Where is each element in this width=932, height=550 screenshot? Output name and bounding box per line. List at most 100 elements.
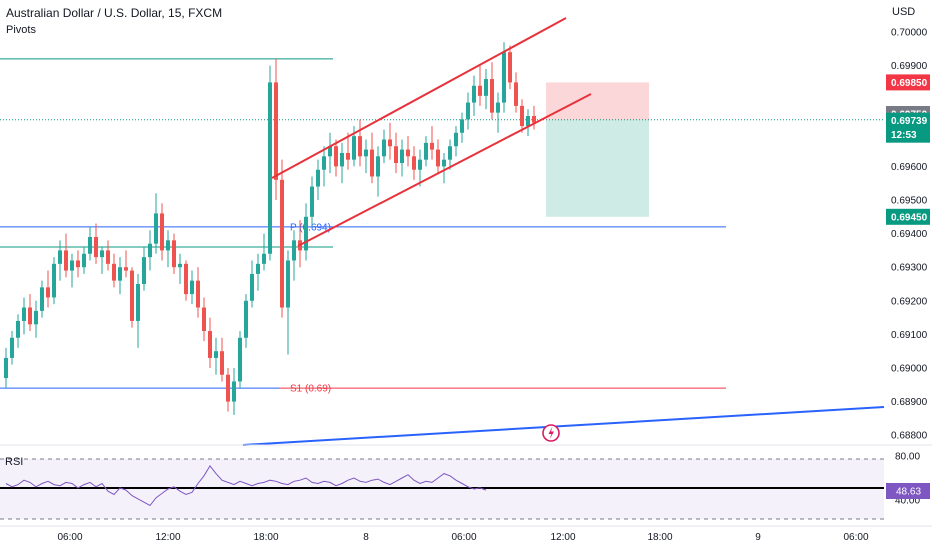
candle-body-3 bbox=[22, 307, 26, 321]
candle-body-25 bbox=[154, 213, 158, 244]
candle-body-76 bbox=[460, 119, 464, 133]
candle-body-18 bbox=[112, 263, 116, 281]
candle-body-28 bbox=[172, 240, 176, 268]
lightning-event-icon[interactable] bbox=[542, 424, 560, 442]
candle-body-23 bbox=[142, 257, 146, 284]
time-tick-0: 06:00 bbox=[57, 532, 82, 543]
price-tick-1: 0.69900 bbox=[891, 61, 928, 72]
candle-body-12 bbox=[76, 260, 80, 268]
candle-body-57 bbox=[346, 152, 350, 160]
rsi-label[interactable]: RSI bbox=[5, 456, 24, 468]
candle-body-40 bbox=[244, 300, 248, 338]
rsi-tick-1: 40.00 bbox=[895, 496, 920, 507]
candle-body-88 bbox=[532, 116, 536, 123]
price-tick-4: 0.69400 bbox=[891, 229, 928, 240]
candle-body-6 bbox=[40, 287, 44, 311]
drawn-trendlines[interactable] bbox=[242, 17, 885, 446]
time-tick-3: 8 bbox=[363, 532, 369, 543]
time-tick-4: 06:00 bbox=[451, 532, 476, 543]
candle-body-0 bbox=[4, 357, 8, 379]
candle-body-24 bbox=[148, 243, 152, 258]
rsi-value-badge[interactable] bbox=[886, 483, 930, 499]
long-short-position-box[interactable] bbox=[546, 82, 649, 217]
time-tick-2: 18:00 bbox=[253, 532, 278, 543]
rsi-pane bbox=[0, 444, 932, 520]
rsi-line bbox=[5, 465, 487, 507]
candle-body-10 bbox=[64, 250, 68, 271]
channel-lower[interactable] bbox=[297, 93, 592, 247]
price-badge-4[interactable] bbox=[886, 208, 930, 225]
candle-body-5 bbox=[34, 310, 38, 325]
candle-body-55 bbox=[334, 146, 338, 167]
time-tick-6: 18:00 bbox=[647, 532, 672, 543]
candle-body-42 bbox=[256, 263, 260, 274]
candle-body-79 bbox=[478, 85, 482, 96]
candle-body-39 bbox=[238, 337, 242, 382]
price-badge-text-4: 0.69450 bbox=[891, 212, 928, 223]
candle-body-74 bbox=[448, 146, 452, 160]
candle-body-15 bbox=[94, 236, 98, 258]
candle-body-37 bbox=[226, 374, 230, 402]
candle-body-84 bbox=[508, 52, 512, 83]
candle-body-32 bbox=[196, 280, 200, 308]
candle-body-65 bbox=[394, 146, 398, 164]
candle-body-58 bbox=[352, 136, 356, 160]
candle-body-13 bbox=[82, 253, 86, 268]
candle-body-54 bbox=[328, 146, 332, 157]
price-scale[interactable]: 0.70000 0.69900 0.69600 0.69500 0.69400 0.693… bbox=[886, 28, 930, 507]
indicator-label-pivots[interactable]: Pivots bbox=[6, 24, 36, 36]
candle-body-33 bbox=[202, 307, 206, 332]
candle-body-71 bbox=[430, 142, 434, 150]
take-profit-zone[interactable] bbox=[546, 119, 649, 217]
stop-loss-zone[interactable] bbox=[546, 82, 649, 120]
candle-series bbox=[4, 42, 536, 416]
candle-body-7 bbox=[46, 287, 50, 298]
candle-body-29 bbox=[178, 263, 182, 268]
candle-body-68 bbox=[412, 156, 416, 170]
channel-upper[interactable] bbox=[271, 17, 567, 179]
time-scale[interactable]: 06:00 12:00 18:00 8 06:00 12:00 18:00 9 06:00 bbox=[0, 525, 932, 543]
trendline[interactable] bbox=[242, 406, 885, 446]
price-badge-2[interactable] bbox=[886, 112, 930, 129]
candle-body-83 bbox=[502, 52, 506, 103]
price-tick-6: 0.69200 bbox=[891, 296, 928, 307]
candle-body-85 bbox=[514, 82, 518, 106]
candle-body-47 bbox=[286, 260, 290, 308]
price-tick-2: 0.69600 bbox=[891, 162, 928, 173]
candle-body-56 bbox=[340, 152, 344, 167]
candle-body-87 bbox=[526, 116, 530, 127]
candle-body-53 bbox=[322, 156, 326, 170]
level-lines bbox=[0, 58, 884, 248]
candle-body-43 bbox=[262, 253, 266, 264]
candle-body-82 bbox=[496, 102, 500, 113]
candle-body-60 bbox=[364, 149, 368, 157]
candle-body-14 bbox=[88, 236, 92, 254]
candle-body-52 bbox=[316, 169, 320, 187]
symbol-title[interactable]: Australian Dollar / U.S. Dollar, 15, FXC… bbox=[6, 6, 223, 20]
candle-body-75 bbox=[454, 132, 458, 147]
candle-body-41 bbox=[250, 273, 254, 301]
candle-body-50 bbox=[304, 216, 308, 251]
price-badge-3[interactable] bbox=[886, 126, 930, 143]
candle-body-61 bbox=[370, 149, 374, 177]
price-tick-3: 0.69500 bbox=[891, 196, 928, 207]
candle-body-21 bbox=[130, 270, 134, 321]
candle-body-48 bbox=[292, 240, 296, 261]
candle-body-19 bbox=[118, 267, 122, 281]
candle-body-80 bbox=[484, 79, 488, 96]
candle-body-69 bbox=[418, 159, 422, 170]
time-tick-7: 9 bbox=[755, 532, 761, 543]
candle-body-66 bbox=[400, 149, 404, 164]
candle-body-22 bbox=[136, 284, 140, 321]
candle-body-4 bbox=[28, 307, 32, 325]
price-badge-text-2: 0.69739 bbox=[891, 116, 928, 127]
candle-body-81 bbox=[490, 79, 494, 113]
candle-body-34 bbox=[208, 331, 212, 358]
candle-body-11 bbox=[70, 260, 74, 271]
candle-body-46 bbox=[280, 179, 284, 308]
price-badge-text-0: 0.69850 bbox=[891, 78, 928, 89]
rsi-tick-0: 80.00 bbox=[895, 452, 920, 463]
candle-body-17 bbox=[106, 250, 110, 264]
price-badge-0[interactable] bbox=[886, 74, 930, 91]
